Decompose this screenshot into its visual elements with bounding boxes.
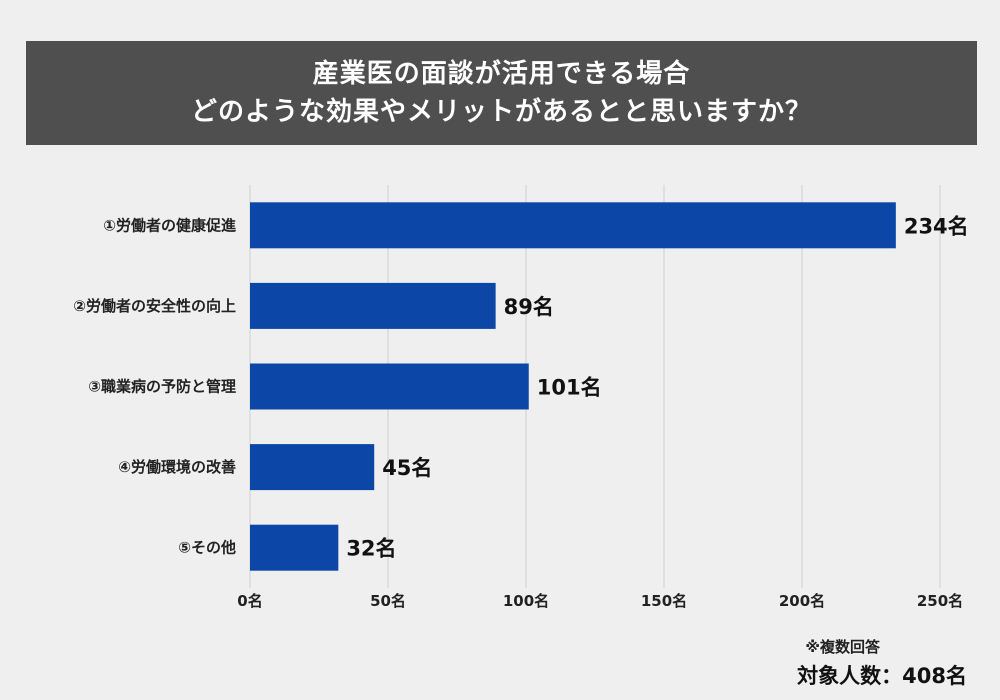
category-label-2: ②労働者の安全性の向上 (73, 297, 236, 315)
value-label-3: 101名 (537, 376, 602, 400)
x-tick-label-2: 100名 (503, 592, 549, 610)
value-label-1: 234名 (904, 214, 969, 238)
category-label-3: ③職業病の予防と管理 (88, 378, 236, 396)
multiple-answers-note: ※複数回答 (805, 638, 880, 656)
bar-5 (250, 524, 339, 571)
value-label-5: 32名 (346, 537, 396, 561)
bar-1 (250, 202, 896, 249)
x-tick-label-0: 0名 (237, 592, 262, 610)
bar-4 (250, 444, 375, 491)
bar-2 (250, 282, 496, 329)
x-tick-label-3: 150名 (641, 592, 687, 610)
x-tick-label-1: 50名 (370, 592, 406, 610)
x-tick-label-4: 200名 (779, 592, 825, 610)
category-label-4: ④労働環境の改善 (118, 458, 236, 476)
x-tick-label-5: 250名 (917, 592, 963, 610)
bar-3 (250, 363, 529, 410)
value-label-4: 45名 (382, 456, 432, 480)
chart-title-banner: 産業医の面談が活用できる場合 どのような効果やメリットがあるとと思いますか？ (26, 41, 977, 145)
chart-title-line2: どのような効果やメリットがあるとと思いますか？ (190, 97, 812, 127)
value-label-2: 89名 (504, 295, 554, 319)
category-label-1: ①労働者の健康促進 (103, 216, 237, 234)
category-label-5: ⑤その他 (178, 539, 236, 557)
chart-title-line1: 産業医の面談が活用できる場合 (312, 59, 691, 89)
sample-size-note: 対象人数：408名 (797, 664, 967, 688)
